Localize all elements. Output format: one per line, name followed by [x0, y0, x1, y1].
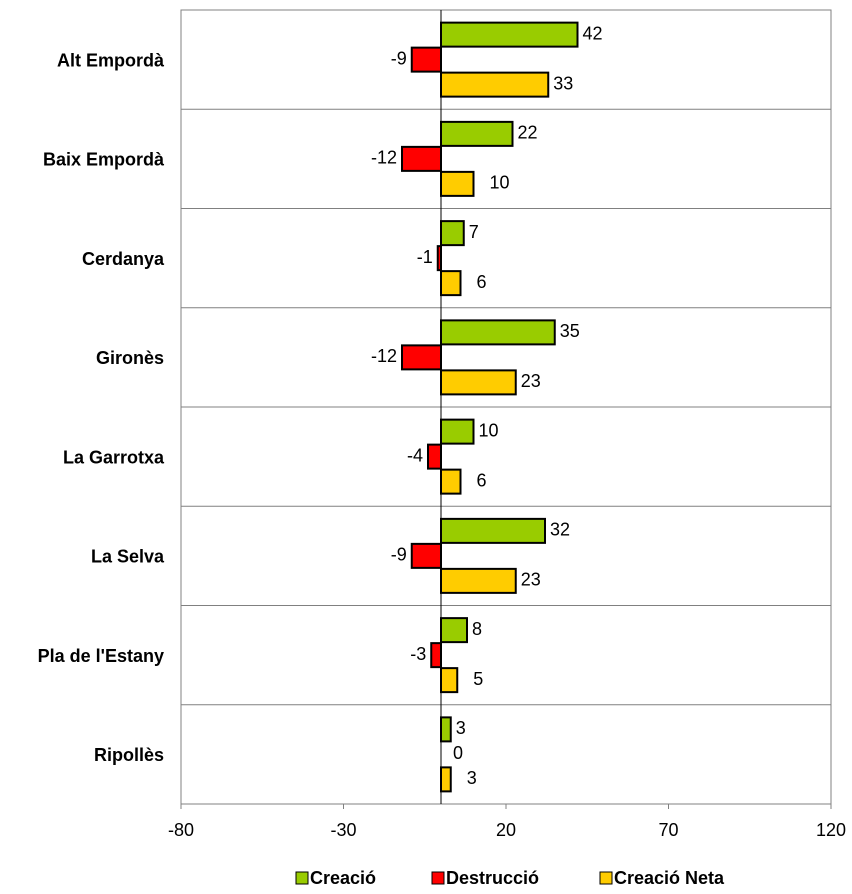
category-label: La Selva	[91, 547, 165, 567]
data-label: 3	[456, 718, 466, 738]
bar-creaci-	[440, 517, 546, 544]
data-label: 10	[479, 420, 499, 440]
data-label: 23	[521, 371, 541, 391]
legend-swatch	[431, 871, 445, 885]
data-label: -12	[371, 346, 397, 366]
bar-creaci-neta	[440, 170, 475, 197]
data-label: 42	[583, 23, 603, 43]
category-label: Cerdanya	[82, 249, 165, 269]
data-label: -9	[391, 48, 407, 68]
category-label: La Garrotxa	[63, 447, 165, 467]
data-label: -12	[371, 148, 397, 168]
category-label: Baix Empordà	[43, 150, 165, 170]
bar-creaci-	[440, 617, 468, 644]
data-label: 35	[560, 321, 580, 341]
data-label: 7	[469, 222, 479, 242]
category-label: Ripollès	[94, 745, 164, 765]
legend-swatch	[295, 871, 309, 885]
data-label: -3	[410, 644, 426, 664]
data-label: 10	[490, 173, 510, 193]
data-label: 3	[467, 768, 477, 788]
legend: Creació Destrucció Creació Neta	[295, 868, 725, 888]
bars-layer	[401, 21, 579, 793]
data-label: 23	[521, 570, 541, 590]
bar-creaci-	[440, 220, 465, 247]
x-tick-label: 70	[658, 820, 678, 840]
category-label: Pla de l'Estany	[38, 646, 164, 666]
bar-creaci-	[440, 418, 475, 445]
bar-destrucci-	[430, 642, 442, 669]
legend-label: Destrucció	[446, 868, 539, 888]
bar-creaci-neta	[440, 270, 462, 297]
legend-label: Creació Neta	[614, 868, 725, 888]
bar-destrucci-	[410, 542, 442, 569]
legend-swatch	[599, 871, 613, 885]
bar-destrucci-	[410, 46, 442, 73]
bar-creaci-	[440, 120, 514, 147]
x-tick-label: -30	[330, 820, 356, 840]
data-label: -1	[417, 247, 433, 267]
bar-creaci-	[440, 716, 452, 743]
x-tick-label: 120	[816, 820, 846, 840]
bar-destrucci-	[401, 145, 442, 172]
data-label: 8	[472, 619, 482, 639]
bar-creaci-neta	[440, 766, 452, 793]
data-label: -4	[407, 445, 423, 465]
data-label: 33	[553, 73, 573, 93]
bar-creaci-neta	[440, 567, 517, 594]
x-tick-label: -80	[168, 820, 194, 840]
bar-creaci-	[440, 21, 579, 48]
data-label: 6	[477, 470, 487, 490]
bar-creaci-neta	[440, 468, 462, 495]
bar-creaci-neta	[440, 667, 459, 694]
data-label: 6	[477, 272, 487, 292]
axis-layer: -80 -30 20 70 120	[168, 10, 846, 840]
bar-creaci-	[440, 319, 556, 346]
bar-destrucci-	[427, 443, 442, 470]
bar-creaci-neta	[440, 71, 550, 98]
data-label: 5	[473, 669, 483, 689]
data-label: 32	[550, 520, 570, 540]
category-label: Alt Empordà	[57, 50, 165, 70]
category-label: Gironès	[96, 348, 164, 368]
legend-label: Creació	[310, 868, 376, 888]
bar-destrucci-	[401, 344, 442, 371]
bar-creaci-neta	[440, 369, 517, 396]
x-tick-label: 20	[496, 820, 516, 840]
data-label: 0	[453, 743, 463, 763]
data-label: -9	[391, 545, 407, 565]
data-label: 22	[518, 123, 538, 143]
